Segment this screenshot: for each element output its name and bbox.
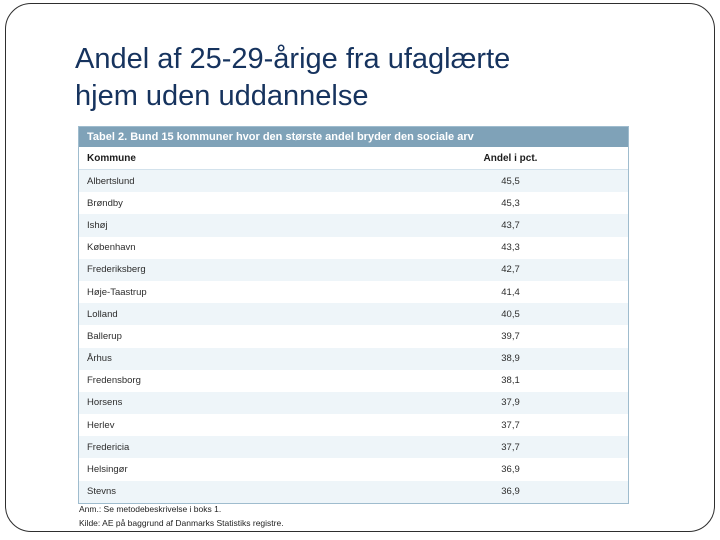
andel-cell: 37,7 (501, 441, 520, 453)
table-row: Lolland 40,5 (79, 303, 628, 326)
table-row: Frederiksberg 42,7 (79, 258, 628, 281)
table-body: Albertslund 45,5 Brøndby 45,3 Ishøj 43,7… (79, 170, 628, 503)
andel-cell: 45,5 (501, 175, 520, 187)
table-row: Herlev 37,7 (79, 414, 628, 437)
kommune-cell: Horsens (87, 397, 123, 409)
slide-title: Andel af 25-29-årige fra ufaglærte hjem … (75, 41, 675, 115)
table-source: Kilde: AE på baggrund af Danmarks Statis… (79, 517, 284, 528)
kommune-cell: Høje-Taastrup (87, 286, 147, 298)
column-header-kommune: Kommune (87, 152, 136, 164)
table-row: Århus 38,9 (79, 347, 628, 370)
table-row: Brøndby 45,3 (79, 192, 628, 215)
kommune-cell: Herlev (87, 419, 115, 431)
table-row: Fredensborg 38,1 (79, 369, 628, 392)
andel-cell: 43,3 (501, 242, 520, 254)
kommune-cell: Frederiksberg (87, 264, 146, 276)
kommune-cell: Stevns (87, 486, 117, 498)
andel-cell: 41,4 (501, 286, 520, 298)
kommune-cell: Ballerup (87, 330, 122, 342)
table-row: Stevns 36,9 (79, 480, 628, 503)
kommune-cell: Helsingør (87, 464, 128, 476)
table-notes: Anm.: Se metodebeskrivelse i boks 1. Kil… (79, 503, 284, 530)
andel-cell: 39,7 (501, 330, 520, 342)
andel-cell: 45,3 (501, 197, 520, 209)
slide-title-line2: hjem uden uddannelse (75, 80, 369, 113)
andel-cell: 43,7 (501, 219, 520, 231)
kommune-cell: Århus (87, 353, 112, 365)
table-row: Ishøj 43,7 (79, 214, 628, 237)
kommune-cell: Brøndby (87, 197, 123, 209)
andel-cell: 36,9 (501, 486, 520, 498)
kommune-cell: Fredericia (87, 441, 130, 453)
kommune-cell: Ishøj (87, 219, 108, 231)
column-header-andel: Andel i pct. (483, 152, 538, 164)
table-row: Horsens 37,9 (79, 391, 628, 415)
table-row: Høje-Taastrup 41,4 (79, 280, 628, 304)
andel-cell: 37,7 (501, 419, 520, 431)
andel-cell: 37,9 (501, 397, 520, 409)
andel-cell: 36,9 (501, 464, 520, 476)
andel-cell: 42,7 (501, 264, 520, 276)
table-header-row: Kommune Andel i pct. (79, 147, 628, 170)
andel-cell: 38,9 (501, 353, 520, 365)
table-caption: Tabel 2. Bund 15 kommuner hvor den størs… (79, 127, 628, 147)
andel-cell: 40,5 (501, 308, 520, 320)
table-row: Albertslund 45,5 (79, 170, 628, 193)
table-row: Helsingør 36,9 (79, 458, 628, 481)
kommune-cell: Lolland (87, 308, 118, 320)
table-row: Fredericia 37,7 (79, 436, 628, 459)
kommune-cell: Fredensborg (87, 375, 141, 387)
kommune-cell: København (87, 242, 136, 254)
andel-cell: 38,1 (501, 375, 520, 387)
data-table: Tabel 2. Bund 15 kommuner hvor den størs… (78, 126, 629, 504)
table-row: Ballerup 39,7 (79, 325, 628, 348)
slide-title-line1: Andel af 25-29-årige fra ufaglærte (75, 43, 511, 76)
table-note: Anm.: Se metodebeskrivelse i boks 1. (79, 504, 222, 514)
table-row: København 43,3 (79, 236, 628, 259)
kommune-cell: Albertslund (87, 175, 135, 187)
